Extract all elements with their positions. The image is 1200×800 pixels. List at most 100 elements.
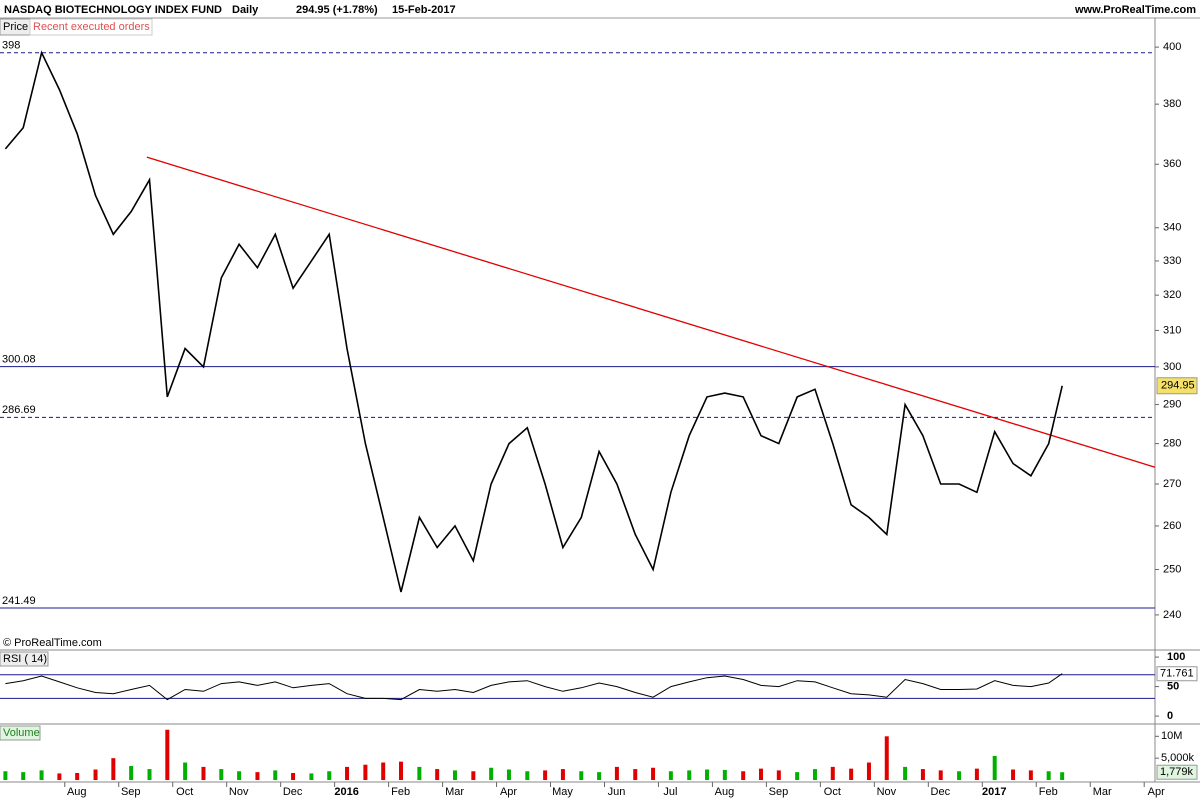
volume-tab[interactable] (0, 725, 41, 741)
volume-bar (201, 766, 206, 780)
x-tick-label: 2017 (982, 786, 1006, 798)
title: NASDAQ BIOTECHNOLOGY INDEX FUND (4, 4, 222, 16)
volume-bar (506, 769, 511, 780)
volume-bar (543, 770, 548, 780)
site: www.ProRealTime.com (1074, 4, 1196, 16)
volume-bar (1028, 770, 1033, 780)
x-tick-label: Sep (769, 786, 789, 798)
change: 294.95 (+1.78%) (296, 4, 378, 16)
volume-bar (1011, 769, 1016, 780)
volume-bar (938, 770, 943, 780)
volume-bar (417, 766, 422, 780)
y-tick-label: 330 (1163, 255, 1181, 267)
volume-bar (399, 761, 404, 780)
y-tick-label: 270 (1163, 478, 1181, 490)
last-value-label: 294.95 (1161, 380, 1195, 392)
volume-bar (147, 769, 152, 780)
volume-bar (992, 755, 997, 780)
level-label: 300.08 (2, 353, 36, 365)
volume-bar (219, 769, 224, 780)
rsi-last-label: 71.761 (1160, 668, 1194, 680)
volume-bar (309, 773, 314, 780)
volume-last-label: 1,779k (1160, 766, 1194, 778)
orders-tab[interactable] (29, 18, 153, 36)
volume-bar (705, 769, 710, 780)
volume-bar (1046, 771, 1051, 780)
panel-label: Price (3, 21, 28, 33)
x-tick-label: 2016 (334, 786, 358, 798)
trendline (146, 156, 1156, 468)
y-tick-label: 280 (1163, 437, 1181, 449)
y-tick-label: 50 (1167, 680, 1179, 692)
level-label: 398 (2, 40, 20, 52)
y-tick-label: 240 (1163, 609, 1181, 621)
x-tick-label: Oct (824, 786, 841, 798)
y-tick-label: 340 (1163, 222, 1181, 234)
y-tick-label: 10M (1161, 730, 1182, 742)
volume-bar (471, 771, 476, 780)
volume-bar (614, 766, 619, 780)
volume-bar (39, 770, 44, 780)
volume-bar (111, 758, 116, 780)
volume-bar (668, 771, 673, 780)
y-tick-label: 310 (1163, 324, 1181, 336)
volume-bar (1060, 772, 1065, 780)
volume-bar (866, 762, 871, 780)
volume-label: Volume (3, 727, 40, 739)
volume-bar (525, 771, 530, 780)
x-tick-label: Nov (877, 786, 897, 798)
orders-label: Recent executed orders (33, 21, 150, 33)
volume-bar (57, 773, 62, 780)
x-tick-label: Sep (121, 786, 141, 798)
volume-bar (957, 771, 962, 780)
y-tick-label: 250 (1163, 563, 1181, 575)
volume-bar (93, 769, 98, 780)
volume-bar (687, 770, 692, 780)
x-tick-label: May (552, 786, 573, 798)
x-tick-label: Mar (445, 786, 464, 798)
volume-bar (741, 771, 746, 780)
volume-bar (776, 770, 781, 780)
y-tick-label: 300 (1163, 361, 1181, 373)
volume-bar (812, 769, 817, 780)
volume-bar (795, 772, 800, 780)
volume-bar (327, 771, 332, 780)
volume-bar (722, 769, 727, 780)
volume-bar (974, 768, 979, 780)
volume-bar (759, 768, 764, 780)
volume-bar (560, 769, 565, 780)
x-tick-label: Aug (67, 786, 87, 798)
rsi-tab[interactable] (0, 651, 49, 667)
volume-bar (597, 772, 602, 780)
volume-bar (633, 769, 638, 780)
volume-last-box (1156, 764, 1198, 780)
x-tick-label: Feb (1039, 786, 1058, 798)
volume-bar (489, 767, 494, 780)
price-line (4, 50, 1063, 593)
x-tick-label: Dec (283, 786, 303, 798)
x-tick-label: Apr (500, 786, 517, 798)
y-tick-label: 320 (1163, 289, 1181, 301)
period: Daily (232, 4, 259, 16)
volume-bar (129, 766, 134, 780)
volume-bar (165, 729, 170, 780)
volume-bar (849, 768, 854, 780)
volume-bar (291, 773, 296, 780)
copyright: © ProRealTime.com (3, 637, 102, 649)
y-tick-label: 400 (1163, 41, 1181, 53)
volume-bar (21, 772, 26, 780)
x-tick-label: Apr (1148, 786, 1165, 798)
volume-bar (920, 769, 925, 780)
volume-bar (381, 762, 386, 780)
x-tick-label: Nov (229, 786, 249, 798)
volume-bar (452, 770, 457, 780)
x-tick-label: Mar (1093, 786, 1112, 798)
y-tick-label: 100 (1167, 651, 1185, 663)
volume-bar (273, 770, 278, 780)
volume-bar (903, 766, 908, 780)
volume-bar (345, 766, 350, 780)
y-tick-label: 5,000k (1161, 752, 1195, 764)
x-tick-label: Jun (608, 786, 626, 798)
